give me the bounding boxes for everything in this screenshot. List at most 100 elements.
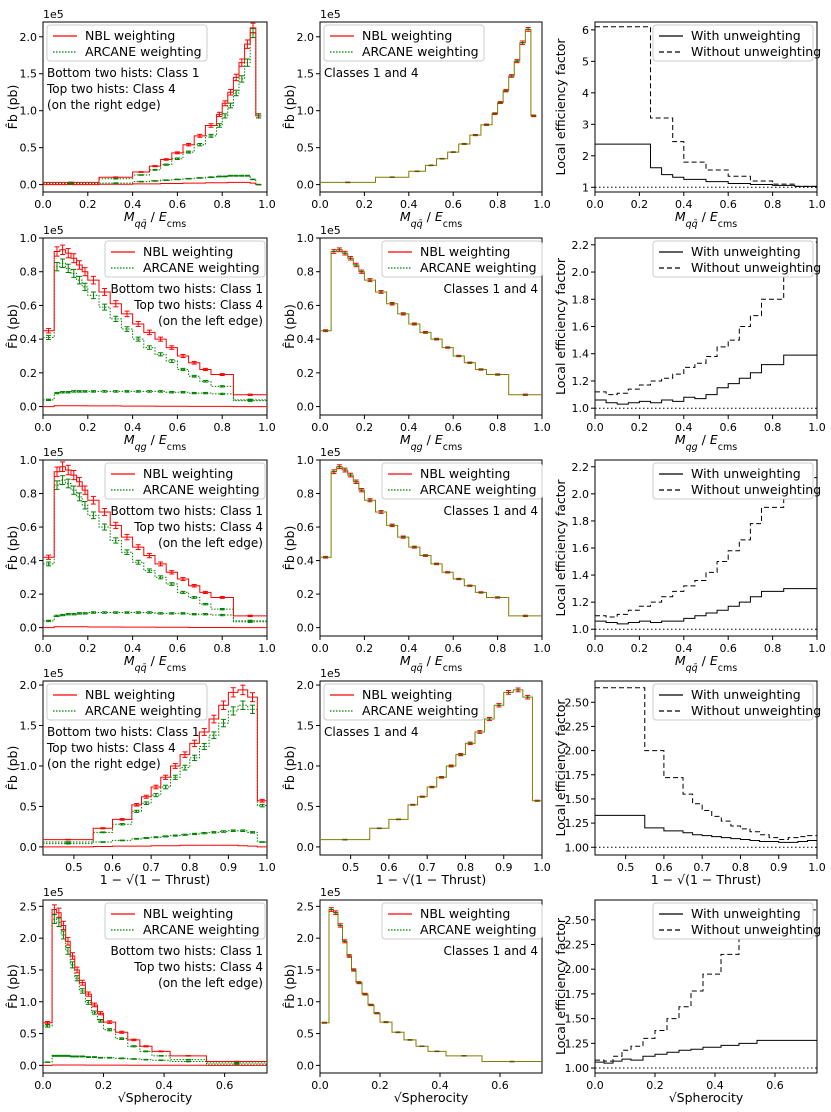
x-axis-label: Mqg / Ecms [124,432,186,453]
x-tick-label: 0.0 [34,198,52,211]
x-tick-label: 0.5 [342,861,360,874]
legend-without-label: Without unweighting [691,44,821,59]
x-tick-label: 0.4 [400,421,418,434]
x-tick-label: 0.6 [216,1079,234,1092]
panel-distribution-sum: 0.0 0.2 0.4 0.6 0.8 1.0 0.0 0.5 1.0 1.5 2.0 Mqq̄ / … [282,8,551,230]
x-tick-label: 0.0 [586,1079,604,1092]
with-unweighting-curve [595,143,817,187]
y-tick-label: 0.0 [297,1059,315,1072]
y-tick-label: 1.00 [565,841,590,854]
y-tick-label: 1.25 [565,1037,590,1050]
y-axis-label: Local efficiency factor [553,38,568,176]
middle-note: Classes 1 and 4 [444,504,539,518]
x-tick-label: 0.8 [213,642,231,655]
x-tick-label: 0.0 [34,642,52,655]
hist-group [43,684,267,848]
legend-box [104,902,266,940]
legend-box [104,240,266,278]
legend-box [652,24,814,62]
x-tick-label: 0.2 [631,421,649,434]
y-tick-label: 1.0 [297,105,315,118]
y-tick-label: 0.2 [20,367,38,380]
x-tick-label: 0.9 [770,861,788,874]
panel-distribution-sum: 0.0 0.2 0.4 0.6 0.8 1.0 0.0 0.2 0.4 0.6 0.8 1.0 Mqg … [282,224,551,453]
x-tick-label: 0.5 [65,861,83,874]
y-tick-label: 0.5 [297,1028,315,1041]
y-tick-label: 0.5 [20,800,38,813]
y-tick-label: 0.4 [297,555,315,568]
panel-efficiency: 0.5 0.6 0.7 0.8 0.9 1.0 1.00 1.25 1.50 1.75 2.00 2.… [553,680,826,887]
x-tick-label: 0.0 [586,421,604,434]
legend-arcane-label: ARCANE weighting [143,260,260,275]
legend-nbl-label: NBL weighting [143,244,233,259]
legend-without-label: Without unweighting [691,260,821,275]
x-tick-label: 0.2 [631,198,649,211]
without-unweighting-curve [595,687,817,841]
y-tick-label: 0.4 [297,333,315,346]
x-tick-label: 0.2 [79,198,97,211]
y-tick-label: 2.00 [565,963,590,976]
x-tick-label: 0.8 [764,198,782,211]
y-tick-label: 2.0 [20,679,38,692]
x-tick-label: 1.0 [533,421,551,434]
y-tick-label: 0.2 [297,588,315,601]
x-tick-label: 1.0 [258,642,276,655]
y-tick-label: 1.00 [565,1062,590,1075]
x-axis-label: 1 − √(1 − Thrust) [651,872,762,887]
y-tick-label: 1.50 [565,793,590,806]
note-line: (on the right edge) [47,757,161,771]
note-line: Top two hists: Class 4 [133,520,263,534]
with-unweighting-curve [595,1039,817,1064]
y-tick-label: 0.2 [20,588,38,601]
y-tick-label: 0.6 [297,299,315,312]
axes-frame [594,899,818,1074]
x-tick-label: 0.4 [675,421,693,434]
legend-nbl-label: NBL weighting [420,244,510,259]
y-tick-label: 2.0 [20,932,38,945]
legend-nbl-label: NBL weighting [143,466,233,481]
x-tick-label: 0.0 [311,421,329,434]
y-tick-label: 1.75 [565,988,590,1001]
x-tick-label: 0.6 [491,1079,509,1092]
y-tick-label: 0.0 [297,622,315,635]
legend-with-label: With unweighting [691,906,801,921]
x-tick-label: 1.0 [258,861,276,874]
y-tick-label: 1.0 [297,454,315,467]
x-tick-label: 0.6 [169,642,187,655]
x-tick-label: 0.2 [356,421,374,434]
nbl-class1-hist [43,405,267,408]
y-tick-label: 0.4 [20,555,38,568]
arcane-class4-hist [43,262,267,401]
x-axis-label: √Spherocity [394,1090,469,1105]
y-tick-label: 1.5 [20,964,38,977]
x-tick-label: 0.6 [169,198,187,211]
axes-frame [42,237,268,416]
legend-nbl-label: NBL weighting [420,466,510,481]
y-tick-label: 1.0 [572,623,590,636]
x-tick-label: 0.8 [764,642,782,655]
note-line: (on the left edge) [158,536,263,550]
x-tick-label: 0.8 [489,421,507,434]
y-tick-label: 1.0 [20,105,38,118]
x-tick-label: 0.8 [732,861,750,874]
y-tick-label: 0.0 [20,622,38,635]
x-tick-label: 1.0 [808,861,826,874]
x-tick-label: 0.4 [706,1079,724,1092]
axes-frame [42,21,268,193]
panel-efficiency: 0.0 0.2 0.4 0.6 1.00 1.25 1.50 1.75 2.00 2.25 2.50… [553,899,821,1105]
y-tick-label: 1.4 [572,348,590,361]
x-axis-label: Mqq̄ / Ecms [124,653,186,674]
y-tick-label: 4 [582,87,589,100]
x-tick-label: 0.6 [444,198,462,211]
y-tick-label: 1.2 [572,596,590,609]
hist-group [43,904,267,1066]
legend-nbl-label: NBL weighting [85,28,175,43]
nbl-class1-hist [43,844,267,848]
x-tick-label: 1.0 [808,421,826,434]
y-tick-label: 0.8 [297,266,315,279]
y-tick-label: 1.0 [297,996,315,1009]
y-tick-label: 2.0 [297,932,315,945]
panel-distribution-classes: 0.5 0.6 0.7 0.8 0.9 1.0 0.0 0.5 1.0 1.5 2.0 1 − √(1… [5,667,276,887]
legend-nbl-label: NBL weighting [420,906,510,921]
